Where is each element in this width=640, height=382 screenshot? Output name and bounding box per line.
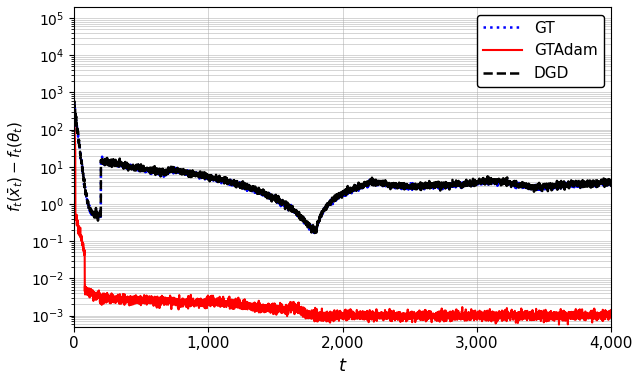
GT	[310, 231, 318, 236]
GTAdam	[177, 303, 184, 307]
GT	[299, 216, 307, 221]
X-axis label: $t$: $t$	[338, 357, 348, 375]
GTAdam	[607, 314, 615, 319]
DGD	[305, 221, 312, 225]
DGD	[70, 101, 78, 105]
DGD	[310, 232, 318, 236]
GT	[436, 185, 444, 189]
DGD	[340, 192, 348, 197]
GTAdam	[305, 311, 312, 316]
DGD	[607, 178, 615, 183]
GTAdam	[436, 312, 444, 317]
Y-axis label: $f_t(\bar{x}_t) - f_t(\theta_t)$: $f_t(\bar{x}_t) - f_t(\theta_t)$	[7, 121, 26, 212]
Line: GT: GT	[74, 103, 611, 233]
GT	[70, 101, 78, 105]
DGD	[177, 168, 185, 173]
Line: GTAdam: GTAdam	[74, 104, 611, 325]
DGD	[70, 99, 78, 104]
GT	[340, 192, 348, 197]
DGD	[299, 218, 307, 223]
DGD	[436, 183, 444, 187]
Legend: GT, GTAdam, DGD: GT, GTAdam, DGD	[477, 15, 604, 87]
GTAdam	[70, 102, 78, 106]
Line: DGD: DGD	[74, 101, 611, 234]
GTAdam	[555, 322, 563, 327]
GT	[607, 181, 615, 186]
GTAdam	[299, 311, 307, 316]
DGD	[146, 167, 154, 171]
GTAdam	[146, 296, 154, 301]
GTAdam	[340, 311, 348, 315]
GT	[305, 222, 312, 227]
GT	[177, 171, 184, 176]
GT	[146, 169, 154, 173]
